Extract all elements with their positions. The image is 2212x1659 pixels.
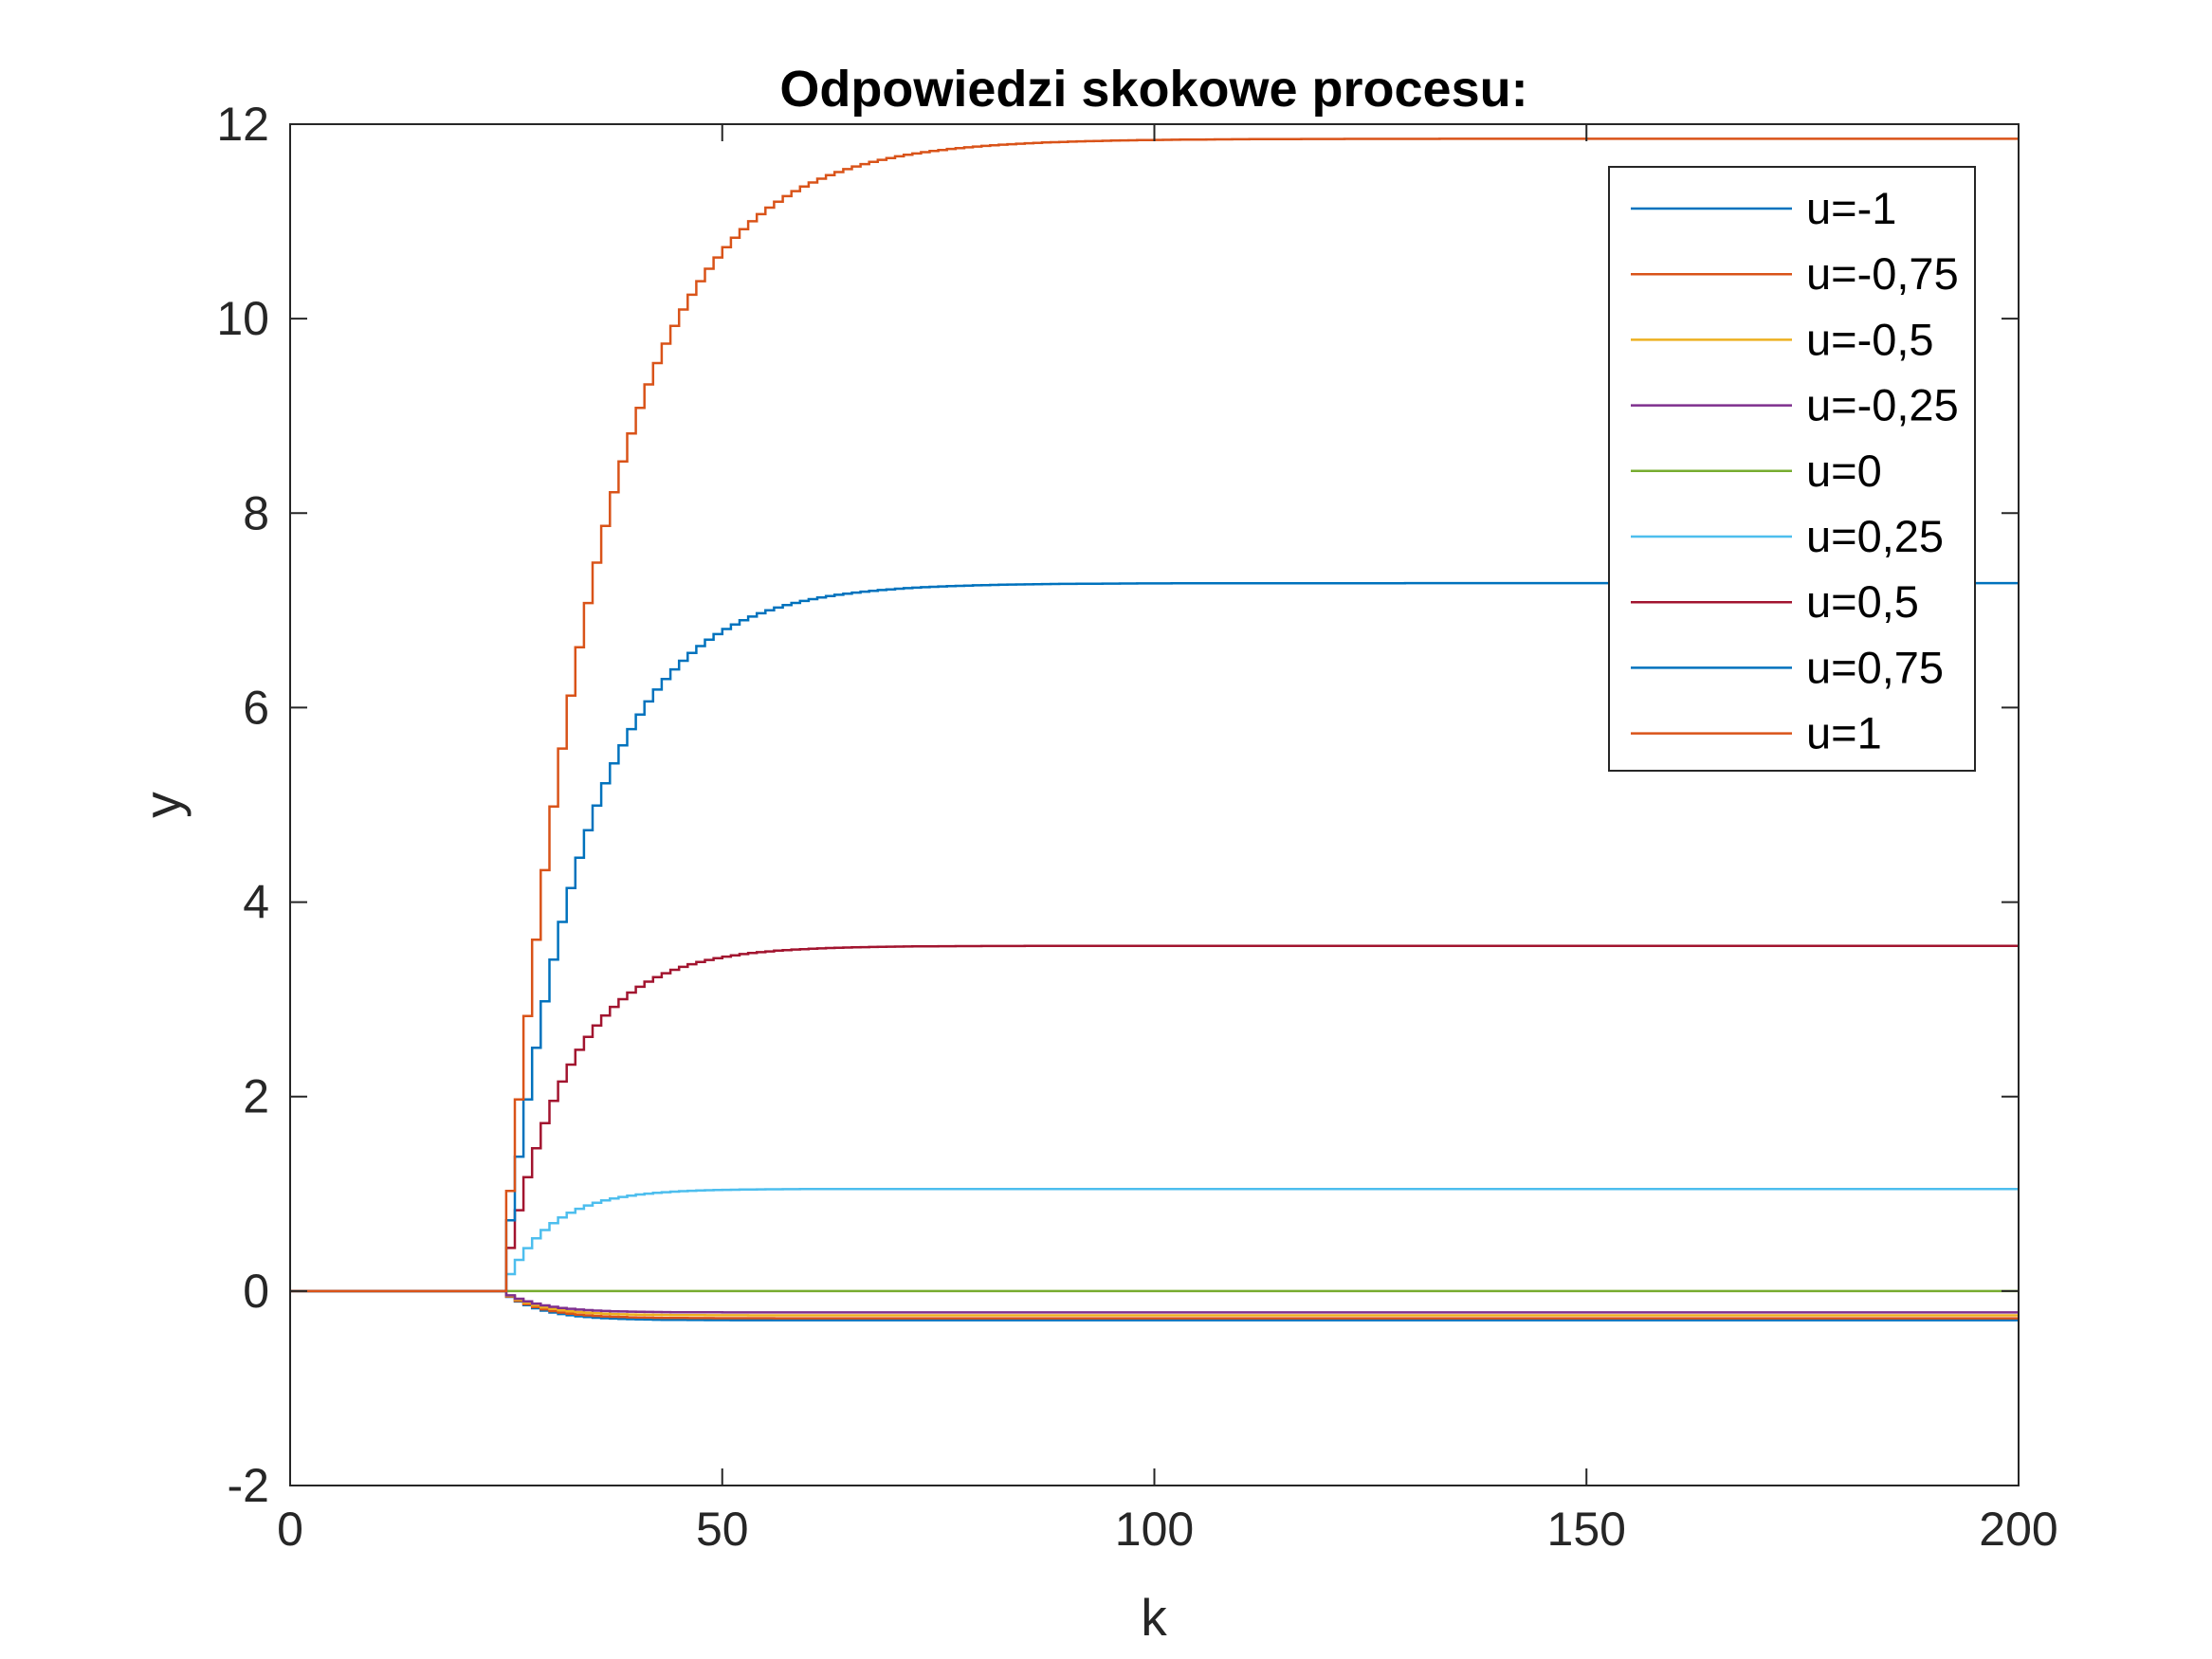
series-line-5: [290, 1187, 2019, 1293]
x-tick-label: 0: [277, 1503, 303, 1556]
legend: u=-1 u=-0,75 u=-0,5 u=-0,25 u=0 u=0,25 u=0,5 u=…: [1608, 166, 1976, 772]
x-tick-label: 50: [696, 1503, 749, 1556]
x-tick-label: 200: [1979, 1503, 2057, 1556]
y-tick-label: 0: [243, 1265, 269, 1318]
y-axis-label: y: [133, 792, 192, 818]
legend-label: u=-0,25: [1806, 380, 1959, 430]
y-tick-label: 6: [243, 681, 269, 734]
y-tick-label: 2: [243, 1070, 269, 1123]
legend-label: u=-1: [1806, 183, 1896, 233]
series-line-6: [290, 944, 2019, 1293]
legend-label: u=0: [1806, 446, 1882, 496]
legend-label: u=1: [1806, 708, 1882, 758]
y-tick-label: 12: [216, 98, 269, 151]
x-axis: 0 50 100 150 200: [277, 124, 2058, 1556]
x-tick-label: 100: [1115, 1503, 1194, 1556]
legend-label: u=0,25: [1806, 511, 1944, 561]
chart-title: Odpowiedzi skokowe procesu:: [779, 61, 1527, 118]
series-line-8: [290, 137, 2019, 1293]
y-tick-label: 10: [216, 292, 269, 345]
series-group: [290, 137, 2019, 1322]
legend-label: u=0,5: [1806, 576, 1919, 627]
x-tick-label: 150: [1547, 1503, 1626, 1556]
x-axis-label: k: [1141, 1588, 1167, 1647]
legend-box: [1608, 166, 1976, 772]
y-tick-label: -2: [228, 1459, 269, 1512]
series-line-3: [290, 1289, 2019, 1314]
legend-label: u=-0,75: [1806, 248, 1959, 299]
legend-label: u=-0,5: [1806, 314, 1934, 364]
y-axis: -2 0 2 4 6 8 10 12: [216, 98, 2019, 1512]
y-tick-label: 8: [243, 486, 269, 539]
legend-label: u=0,75: [1806, 642, 1944, 692]
legend-items: u=-1 u=-0,75 u=-0,5 u=-0,25 u=0 u=0,25 u=0,5 u=…: [1631, 183, 1959, 758]
y-tick-label: 4: [243, 876, 269, 929]
